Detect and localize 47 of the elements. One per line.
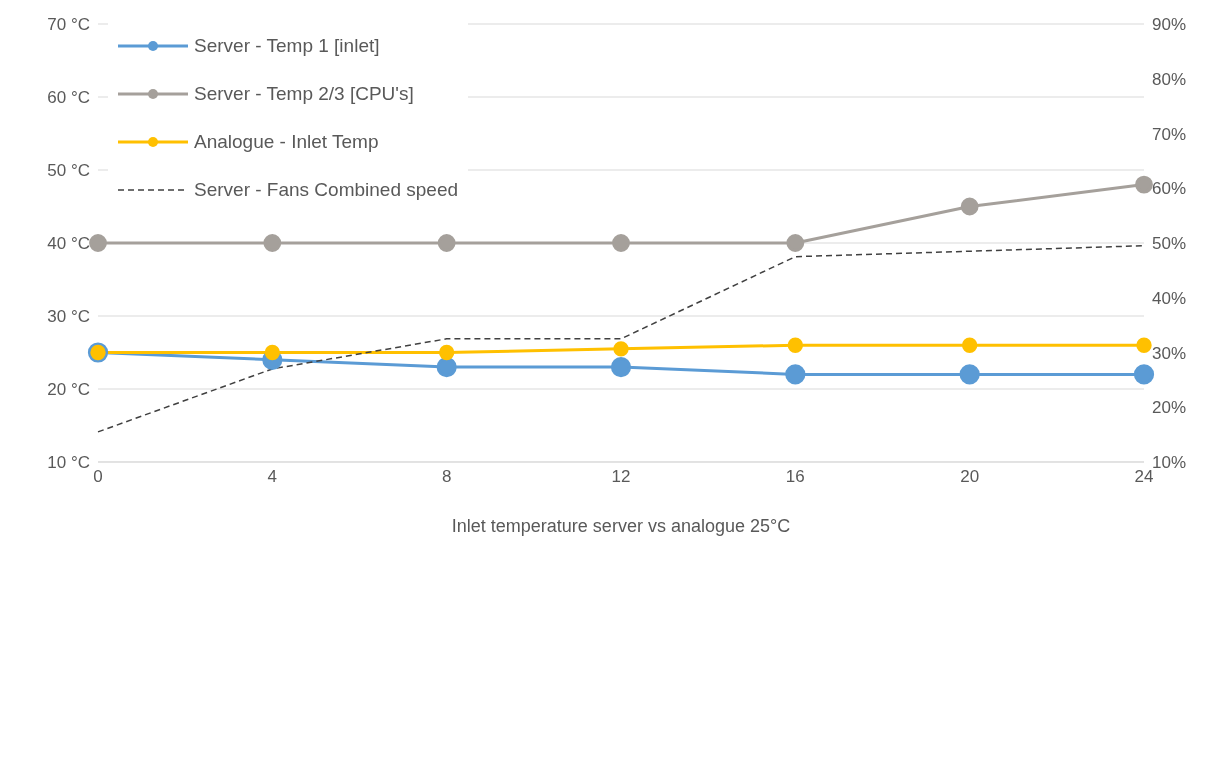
- point: [960, 197, 979, 216]
- point: [1135, 175, 1153, 194]
- y-tick-label: 50 °C: [47, 161, 90, 181]
- y2-tick-label: 10%: [1152, 453, 1187, 473]
- point: [437, 234, 456, 252]
- x-tick-label: 24: [1134, 467, 1154, 487]
- line-series: [97, 244, 1145, 433]
- y2-tick-label: 70%: [1152, 124, 1187, 144]
- x-tick-label: 0: [93, 467, 103, 487]
- point: [612, 234, 630, 252]
- point: [436, 357, 457, 378]
- point: [613, 341, 629, 357]
- y-tick-label: 40 °C: [47, 234, 90, 254]
- point: [264, 344, 281, 361]
- y-tick-label: 70 °C: [47, 15, 90, 35]
- y2-tick-label: 40%: [1152, 288, 1187, 308]
- y2-tick-label: 90%: [1152, 15, 1187, 35]
- legend-label: Server - Temp 1 [inlet]: [194, 35, 380, 57]
- y2-tick-label: 20%: [1152, 398, 1187, 418]
- y-tick-label: 20 °C: [47, 380, 90, 400]
- x-axis-title: Inlet temperature server vs analogue 25°C: [451, 516, 791, 536]
- point: [89, 234, 107, 252]
- x-tick-label: 16: [785, 467, 805, 487]
- point: [438, 344, 455, 361]
- legend-label: Analogue - Inlet Temp: [194, 131, 379, 153]
- point: [961, 337, 978, 353]
- point: [610, 357, 632, 378]
- x-tick-label: 8: [441, 467, 452, 487]
- y2-tick-label: 50%: [1152, 234, 1187, 254]
- legend-label: Server - Temp 2/3 [CPU's]: [194, 83, 414, 105]
- y-tick-label: 30 °C: [47, 307, 90, 327]
- y2-tick-label: 30%: [1152, 343, 1187, 363]
- x-tick-label: 20: [960, 467, 980, 487]
- legend-label: Server - Fans Combined speed: [194, 179, 459, 201]
- point: [959, 364, 980, 385]
- point: [263, 234, 282, 252]
- y2-tick-label: 60%: [1152, 179, 1187, 199]
- y2-tick-label: 80%: [1152, 69, 1187, 89]
- point: [1133, 364, 1155, 385]
- point: [785, 364, 806, 385]
- point: [1136, 337, 1152, 353]
- point: [787, 337, 804, 353]
- y-tick-label: 10 °C: [47, 453, 90, 473]
- x-tick-label: 12: [611, 467, 631, 487]
- point: [786, 234, 805, 252]
- x-tick-label: 4: [267, 467, 278, 487]
- y-tick-label: 60 °C: [47, 88, 90, 108]
